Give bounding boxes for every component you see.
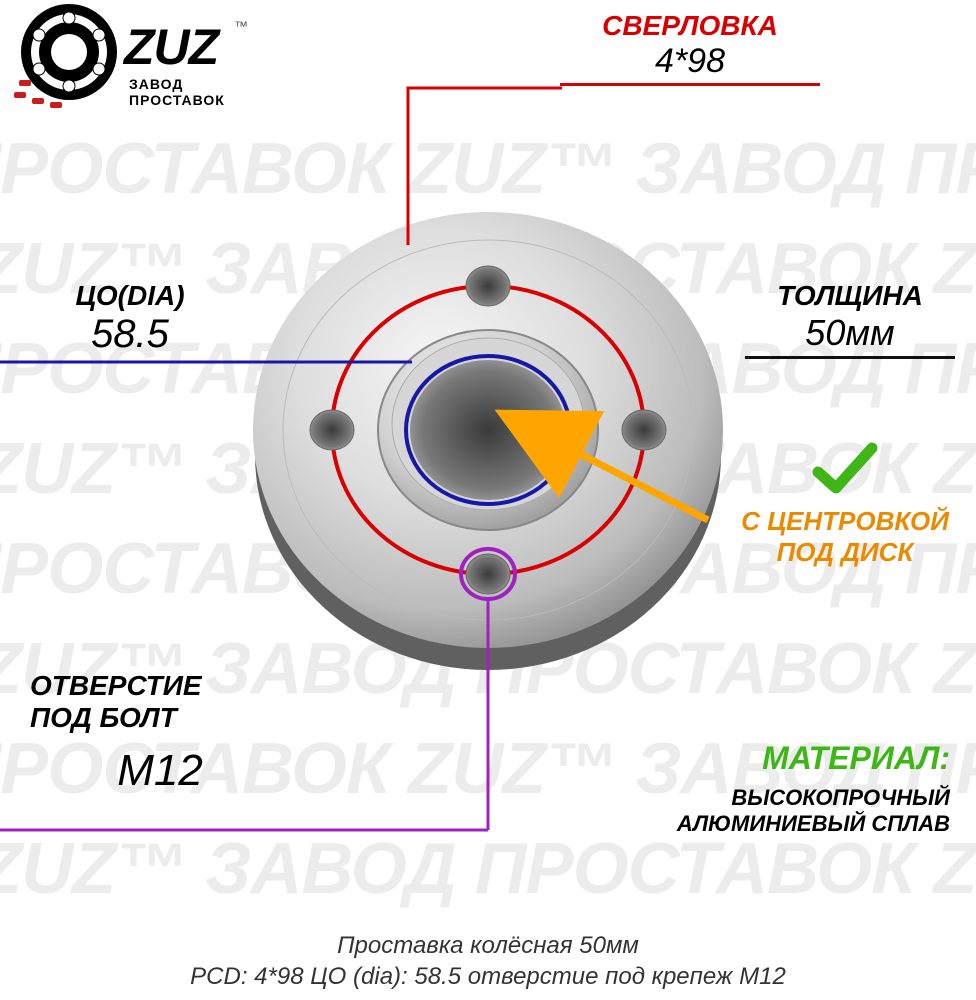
spec-dia-label: ЦО(DIA) — [30, 280, 230, 312]
spec-pcd-underline — [560, 83, 820, 86]
spec-bolt-label2: ПОД БОЛТ — [30, 702, 290, 734]
spec-bolt: ОТВЕРСТИЕ ПОД БОЛТ М12 — [30, 670, 290, 796]
material-line1: ВЫСОКОПРОЧНЫЙ — [600, 785, 950, 811]
spec-thickness-label: ТОЛЩИНА — [745, 280, 955, 312]
watermark-row: ЗАВОД ПРОСТАВОК ZUZ™ ЗАВОД ПРОСТАВОК ZUZ… — [0, 828, 976, 910]
spec-dia: ЦО(DIA) 58.5 — [30, 280, 230, 357]
brand-subtitle: ЗАВОД ПРОСТАВОК — [129, 76, 264, 108]
spec-material: МАТЕРИАЛ: ВЫСОКОПРОЧНЫЙ АЛЮМИНИЕВЫЙ СПЛА… — [600, 740, 950, 837]
check-icon — [810, 440, 880, 500]
spec-pcd-label: СВЕРЛОВКА — [560, 10, 820, 42]
brand-name: ZUZ — [124, 18, 218, 76]
spec-bolt-value: М12 — [30, 746, 290, 796]
brand-logo: ZUZ ™ ЗАВОД ПРОСТАВОК — [14, 0, 264, 120]
spec-bolt-label1: ОТВЕРСТИЕ — [30, 670, 290, 702]
footer-caption: Проставка колёсная 50мм PCD: 4*98 ЦО (di… — [0, 930, 976, 992]
material-line2: АЛЮМИНИЕВЫЙ СПЛАВ — [600, 811, 950, 837]
footer-line2: PCD: 4*98 ЦО (dia): 58.5 отверстие под к… — [0, 961, 976, 992]
spec-dia-value: 58.5 — [30, 312, 230, 357]
spec-thickness: ТОЛЩИНА 50мм — [745, 280, 955, 359]
material-header: МАТЕРИАЛ: — [600, 740, 950, 777]
spec-pcd: СВЕРЛОВКА 4*98 — [560, 10, 820, 86]
brand-tm: ™ — [234, 18, 248, 34]
spec-pcd-value: 4*98 — [560, 42, 820, 81]
bearing-icon — [14, 0, 124, 110]
footer-line1: Проставка колёсная 50мм — [0, 930, 976, 961]
spec-thickness-value: 50мм — [745, 312, 955, 354]
spec-centering: С ЦЕНТРОВКОЙ ПОД ДИСК — [725, 440, 965, 568]
spec-thickness-underline — [745, 356, 955, 359]
centering-line2: ПОД ДИСК — [725, 537, 965, 568]
centering-line1: С ЦЕНТРОВКОЙ — [725, 506, 965, 537]
spacer-disc-illustration — [238, 180, 738, 680]
